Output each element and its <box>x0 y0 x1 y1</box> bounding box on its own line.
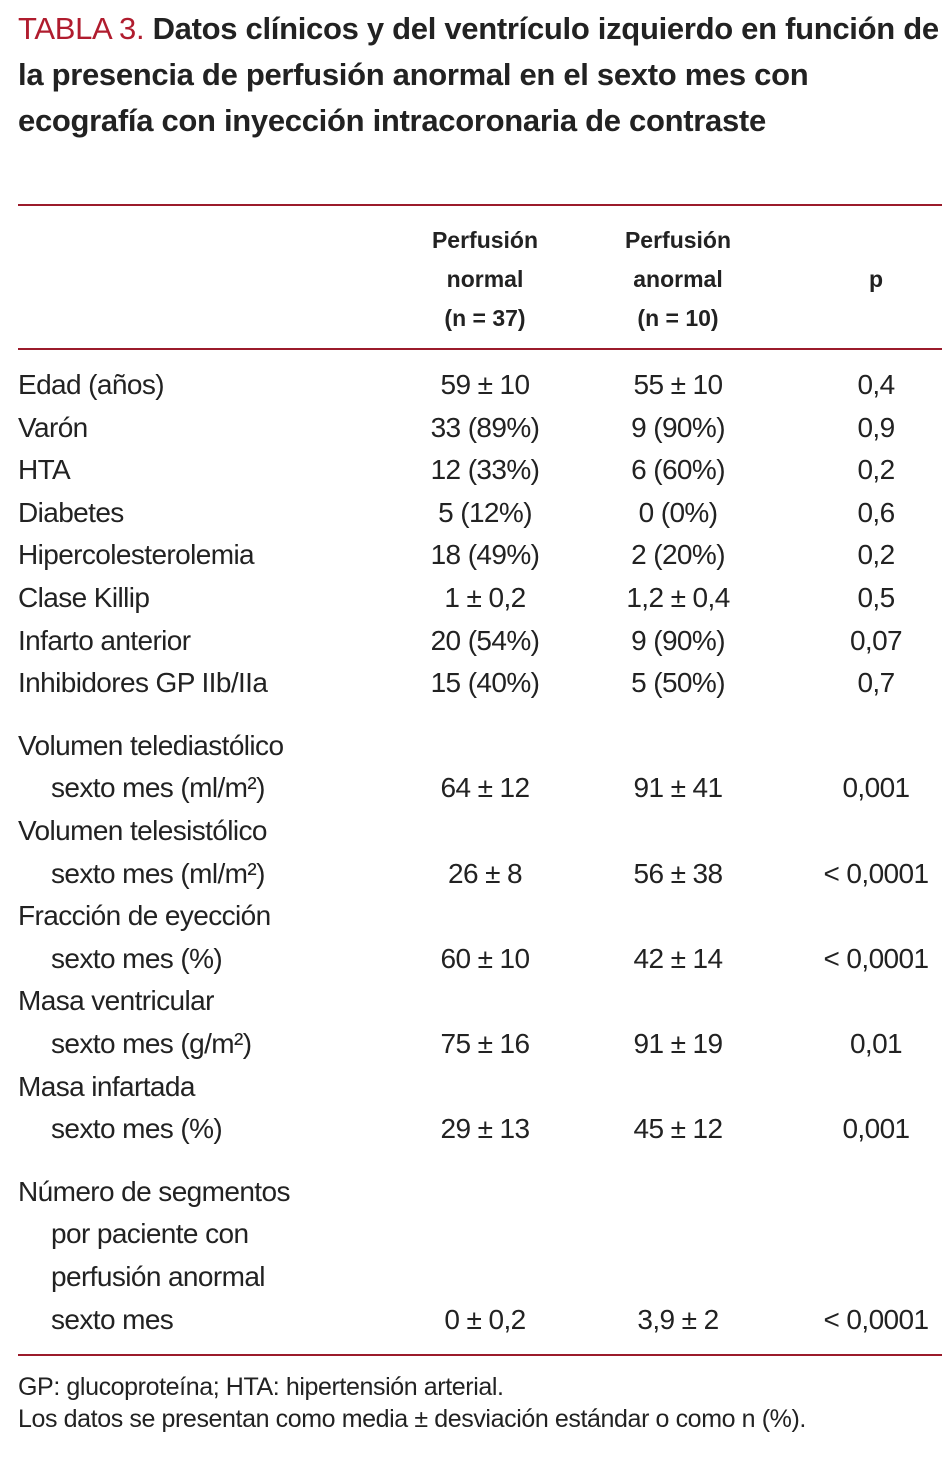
row-label: Edad (años) <box>18 369 165 400</box>
cell: 18 (49%) <box>430 539 540 571</box>
row-label: Hipercolesterolemia <box>18 539 255 571</box>
title-text: Datos clínicos y del ventrículo izquierd… <box>18 11 939 138</box>
cell: 0 ± 0,2 <box>444 1303 526 1335</box>
cell: 20 (54%) <box>430 624 540 656</box>
column-header: (n = 10) <box>637 305 719 331</box>
cell: 15 (40%) <box>430 667 540 699</box>
cell: 45 ± 12 <box>633 1113 723 1145</box>
cell: < 0,0001 <box>823 857 930 889</box>
row-label: sexto mes <box>51 1303 174 1335</box>
row-label: Infarto anterior <box>18 624 191 656</box>
cell: 0,2 <box>857 454 895 486</box>
footnote: GP: glucoproteína; HTA: hipertensión art… <box>18 1373 504 1401</box>
row-label: Número de segmentos <box>18 1175 290 1207</box>
cell: < 0,0001 <box>823 1303 930 1335</box>
row-label: Masa infartada <box>18 1070 195 1102</box>
row-label: Clase Killip <box>18 582 150 613</box>
cell: 1,2 ± 0,4 <box>626 582 730 613</box>
cell: 0,07 <box>849 624 903 656</box>
column-header: Perfusión <box>624 227 732 253</box>
cell: 0,001 <box>842 1113 910 1145</box>
column-header: (n = 37) <box>444 305 526 331</box>
cell: 0,7 <box>857 667 895 699</box>
cell: 75 ± 16 <box>440 1028 530 1059</box>
row-label: HTA <box>18 454 71 486</box>
row-label: sexto mes (ml/m²) <box>51 772 265 804</box>
cell: 64 ± 12 <box>440 772 530 804</box>
row-label: perfusión anormal <box>51 1261 266 1292</box>
cell: 56 ± 38 <box>633 857 723 889</box>
row-label: Masa ventricular <box>18 985 214 1017</box>
cell: < 0,0001 <box>823 942 930 974</box>
cell: 0,9 <box>857 411 895 443</box>
cell: 9 (90%) <box>631 624 725 656</box>
cell: 5 (12%) <box>438 496 532 528</box>
column-header: p <box>868 266 884 292</box>
rule <box>18 348 942 350</box>
cell: 0 (0%) <box>638 496 718 528</box>
row-label: Diabetes <box>18 496 124 528</box>
cell: 9 (90%) <box>631 411 725 443</box>
row-label: sexto mes (%) <box>51 1113 223 1145</box>
column-header: Perfusión <box>431 227 539 253</box>
cell: 91 ± 41 <box>633 772 723 804</box>
cell: 0,2 <box>857 539 895 571</box>
cell: 0,4 <box>857 369 895 400</box>
column-header: normal <box>446 266 524 292</box>
rule <box>18 1354 942 1356</box>
cell: 0,5 <box>857 582 895 613</box>
cell: 0,001 <box>842 772 910 804</box>
cell: 26 ± 8 <box>447 857 523 889</box>
cell: 59 ± 10 <box>440 369 530 400</box>
footnote: Los datos se presentan como media ± desv… <box>18 1405 806 1433</box>
cell: 5 (50%) <box>631 667 725 699</box>
cell: 12 (33%) <box>430 454 540 486</box>
cell: 42 ± 14 <box>633 942 723 974</box>
cell: 91 ± 19 <box>633 1028 723 1059</box>
cell: 1 ± 0,2 <box>444 582 526 613</box>
table-title: TABLA 3. Datos clínicos y del ventrículo… <box>18 6 943 144</box>
row-label: Volumen telediastólico <box>18 729 284 761</box>
cell: 3,9 ± 2 <box>637 1303 719 1335</box>
row-label: Inhibidores GP IIb/IIa <box>18 667 268 699</box>
cell: 55 ± 10 <box>633 369 723 400</box>
row-label: sexto mes (ml/m²) <box>51 857 265 889</box>
row-label: sexto mes (%) <box>51 942 223 974</box>
cell: 60 ± 10 <box>440 942 530 974</box>
row-label: Fracción de eyección <box>18 900 271 932</box>
cell: 0,01 <box>849 1028 903 1059</box>
cell: 2 (20%) <box>631 539 725 571</box>
title-label: TABLA 3. <box>18 11 145 46</box>
rule <box>18 204 942 206</box>
row-label: por paciente con <box>51 1218 249 1250</box>
cell: 0,6 <box>857 496 895 528</box>
cell: 6 (60%) <box>631 454 725 486</box>
row-label: Volumen telesistólico <box>18 815 267 846</box>
cell: 33 (89%) <box>430 411 540 443</box>
cell: 29 ± 13 <box>440 1113 530 1145</box>
row-label: Varón <box>18 411 88 443</box>
row-label: sexto mes (g/m²) <box>51 1028 252 1059</box>
column-header: anormal <box>633 266 723 292</box>
